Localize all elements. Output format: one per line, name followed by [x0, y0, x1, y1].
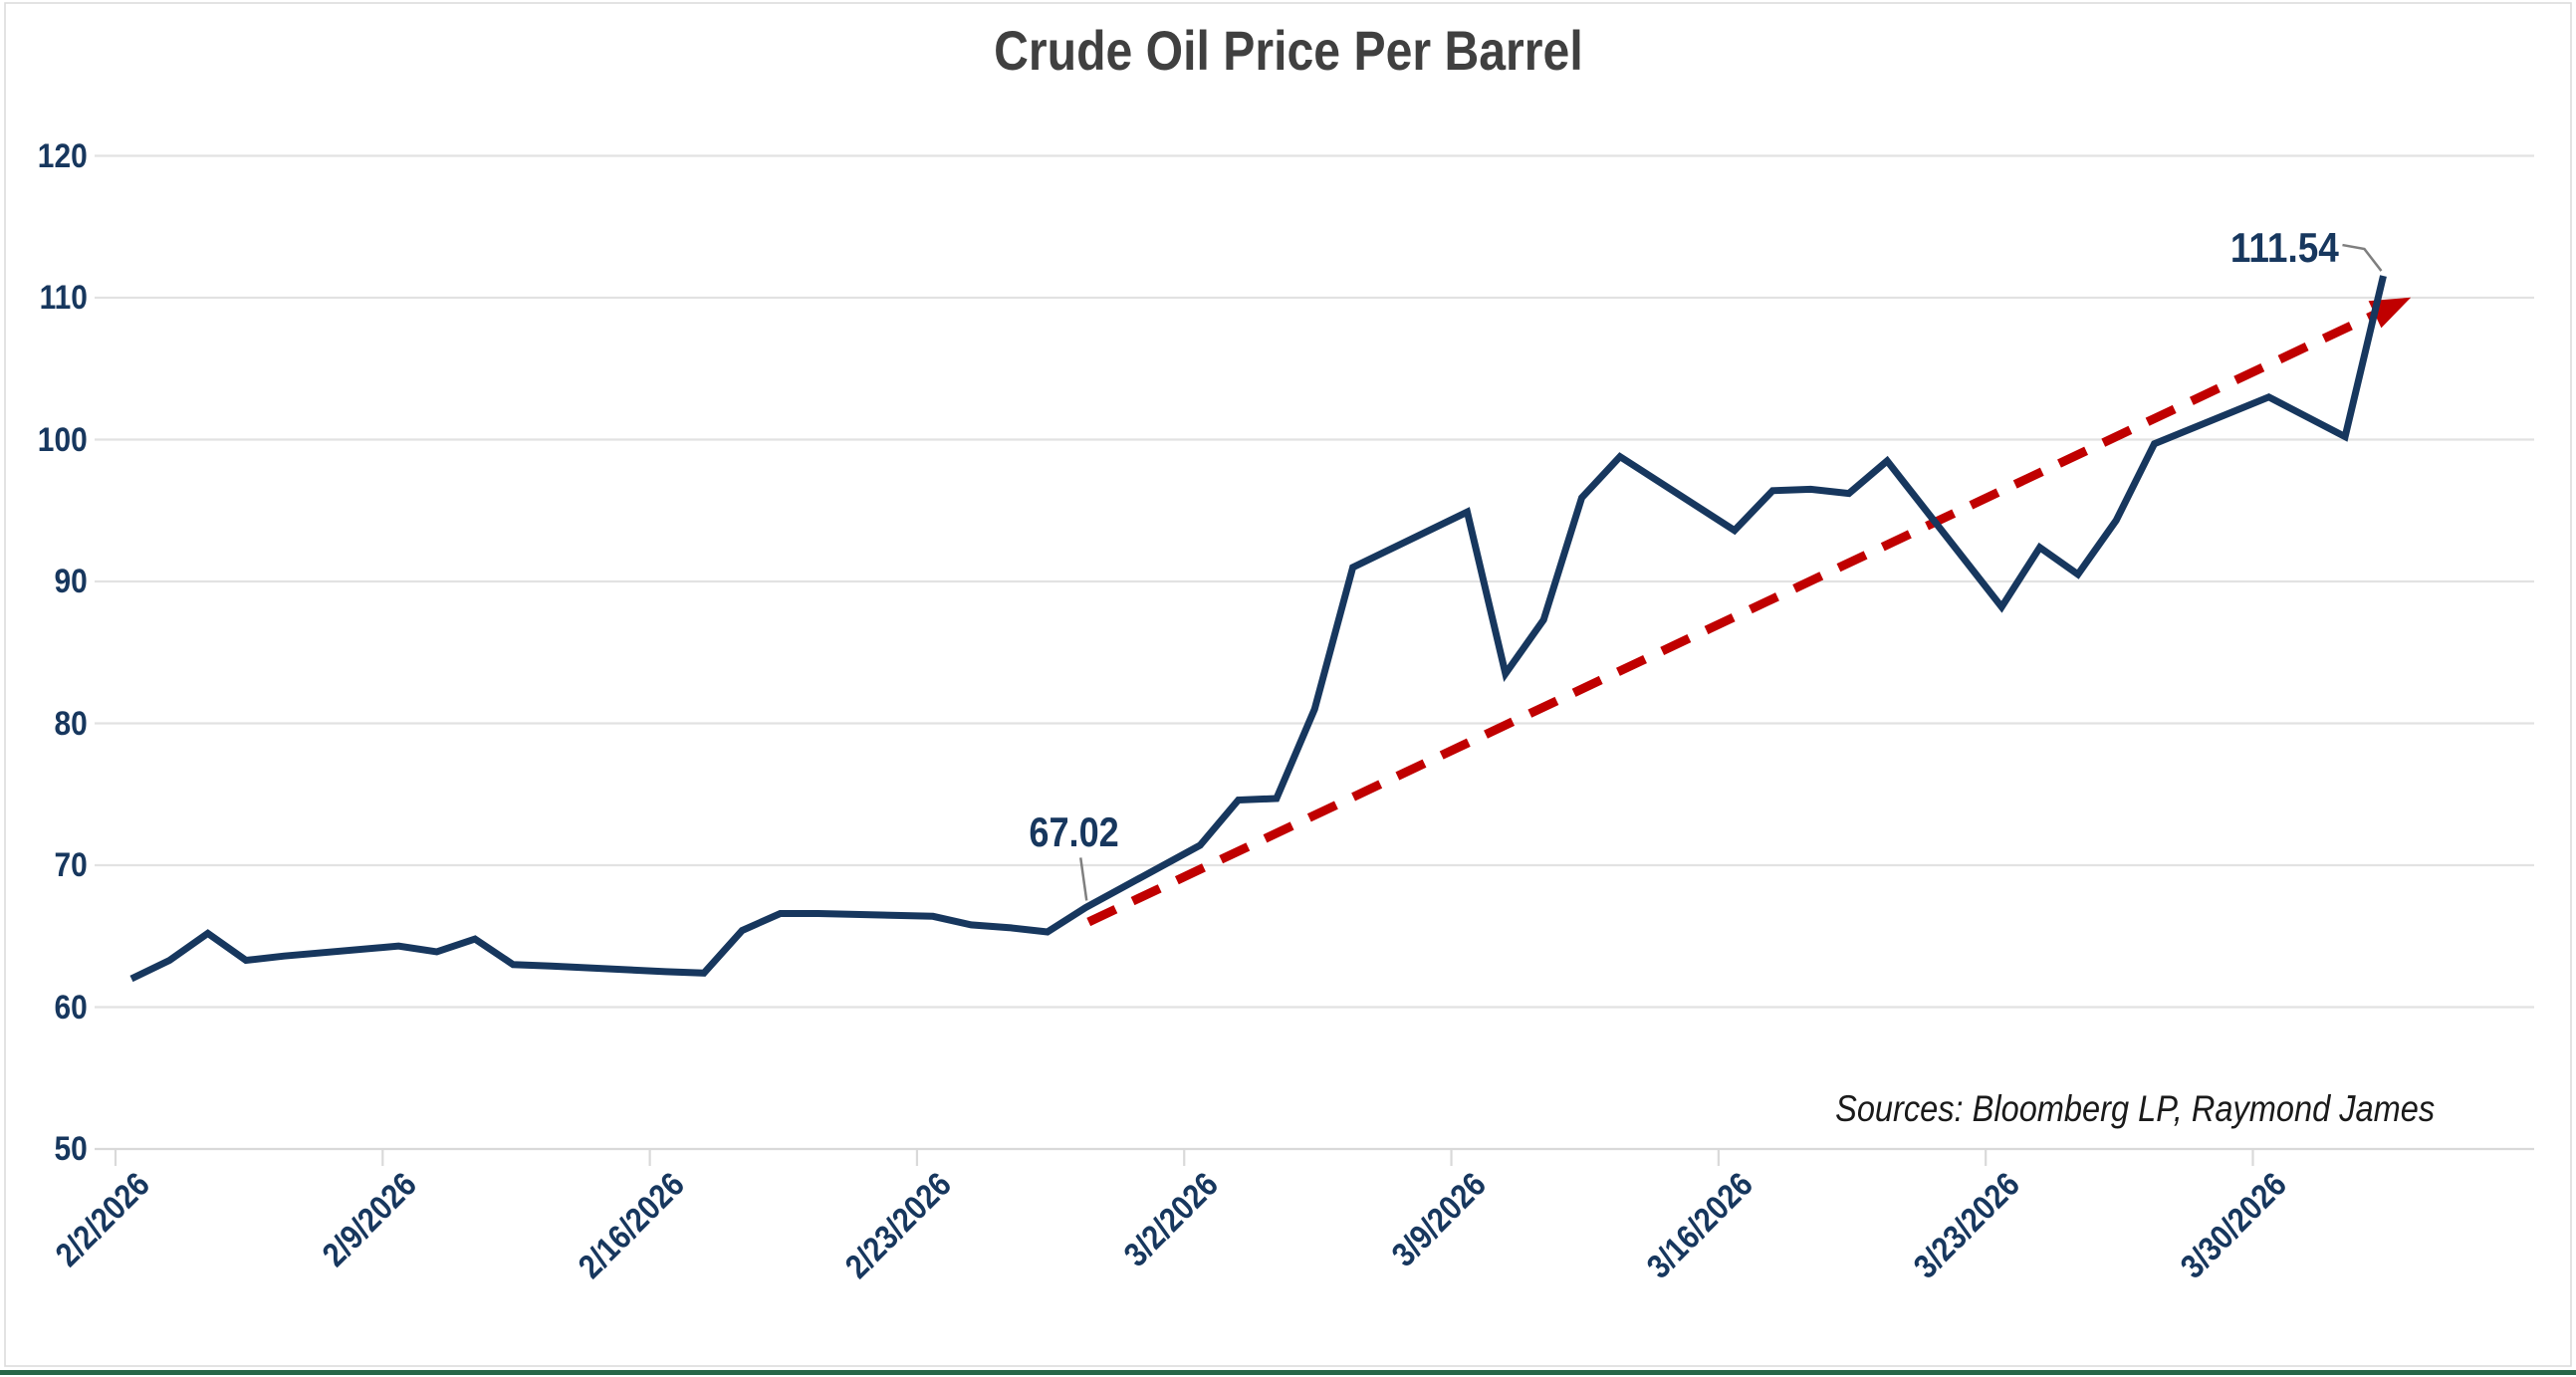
leader-line-start	[1079, 857, 1088, 901]
leader-line-end	[2342, 243, 2383, 272]
y-tick-label: 120	[38, 136, 88, 175]
annotation-end-value: 111.54	[2229, 224, 2339, 272]
y-tick-label: 70	[54, 846, 88, 884]
y-tick-label: 50	[54, 1130, 88, 1168]
y-tick-label: 100	[38, 420, 88, 459]
y-tick-label: 80	[54, 704, 88, 743]
y-tick-label: 110	[39, 279, 88, 317]
annotation-start-value: 67.02	[1029, 808, 1119, 856]
chart-title: Crude Oil Price Per Barrel	[0, 22, 2576, 80]
trend-line	[1086, 303, 2392, 927]
y-tick-label: 90	[54, 563, 88, 600]
source-note: Sources: Bloomberg LP, Raymond James	[1538, 1087, 2435, 1131]
source-note-text: Sources: Bloomberg LP, Raymond James	[1834, 1088, 2435, 1129]
y-tick-label: 60	[54, 988, 88, 1027]
price-line	[129, 275, 2387, 983]
bottom-green-border	[0, 1370, 2576, 1375]
chart-frame	[4, 2, 2572, 1367]
chart-title-text: Crude Oil Price Per Barrel	[993, 19, 1583, 82]
